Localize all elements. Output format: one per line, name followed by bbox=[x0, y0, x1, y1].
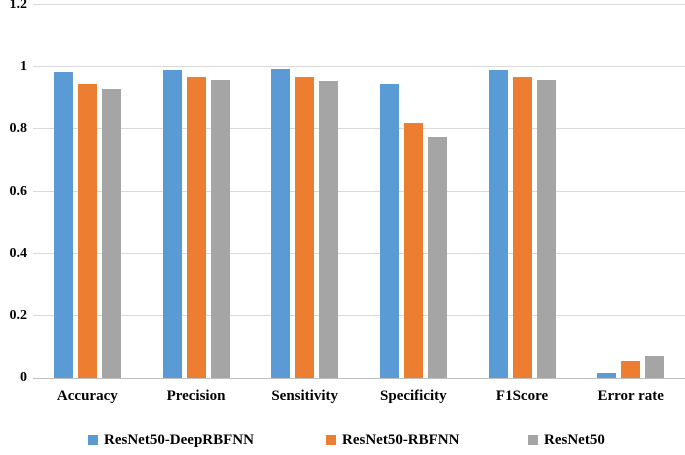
legend-marker-icon bbox=[326, 435, 336, 445]
bar-resnet50-specificity bbox=[427, 137, 447, 378]
bar-resnet50-rbfnn-f1score bbox=[512, 77, 532, 378]
gridline bbox=[33, 128, 685, 130]
bar-resnet50-deeprbfnn-precision bbox=[162, 70, 182, 378]
x-axis-line bbox=[33, 378, 685, 379]
gridline bbox=[33, 66, 685, 68]
bar-resnet50-f1score bbox=[536, 80, 556, 378]
gridline bbox=[33, 252, 685, 254]
legend-label: ResNet50-DeepRBFNN bbox=[104, 432, 254, 448]
gridline bbox=[33, 190, 685, 192]
legend-item: ResNet50-DeepRBFNN bbox=[88, 430, 254, 450]
bar-resnet50-rbfnn-error-rate bbox=[621, 360, 641, 378]
category-label: Specificity bbox=[380, 388, 447, 404]
bar-resnet50-deeprbfnn-f1score bbox=[488, 69, 508, 378]
plot-area bbox=[33, 4, 685, 379]
legend-marker-icon bbox=[528, 435, 538, 445]
y-tick-label: 1.2 bbox=[9, 0, 28, 12]
legend-marker-icon bbox=[88, 435, 98, 445]
bar-resnet50-deeprbfnn-accuracy bbox=[53, 71, 73, 378]
y-tick-label: 0 bbox=[20, 370, 27, 385]
gridline bbox=[33, 4, 685, 5]
x-axis-category-labels: Accuracy Precision Sensitivity Specificity F… bbox=[33, 386, 685, 406]
bar-resnet50-accuracy bbox=[101, 88, 121, 378]
bar-resnet50-rbfnn-sensitivity bbox=[295, 77, 315, 378]
category-label: F1Score bbox=[495, 388, 549, 404]
bar-resnet50-precision bbox=[210, 79, 230, 378]
category-label: Accuracy bbox=[56, 388, 118, 404]
y-tick-label: 0.6 bbox=[9, 183, 28, 199]
bar-resnet50-rbfnn-specificity bbox=[403, 123, 423, 378]
y-tick-label: 0.2 bbox=[9, 307, 28, 323]
gridline bbox=[33, 314, 685, 316]
y-tick-label: 0.8 bbox=[9, 121, 28, 137]
bar-resnet50-deeprbfnn-specificity bbox=[379, 84, 399, 378]
bar-resnet50-sensitivity bbox=[319, 80, 339, 378]
category-label: Error rate bbox=[597, 388, 664, 404]
category-label: Precision bbox=[166, 388, 226, 404]
bar-resnet50-deeprbfnn-error-rate bbox=[597, 373, 617, 378]
bar-resnet50-rbfnn-accuracy bbox=[77, 84, 97, 378]
legend-label: ResNet50 bbox=[544, 432, 605, 448]
bar-resnet50-rbfnn-precision bbox=[186, 76, 206, 378]
bar-resnet50-deeprbfnn-sensitivity bbox=[271, 69, 291, 378]
category-label: Sensitivity bbox=[271, 388, 339, 404]
legend-item: ResNet50 bbox=[528, 430, 605, 450]
bar-resnet50-error-rate bbox=[645, 356, 665, 378]
legend-label: ResNet50-RBFNN bbox=[342, 432, 460, 448]
chart-legend: ResNet50-DeepRBFNN ResNet50-RBFNN ResNet50 bbox=[0, 430, 685, 450]
y-tick-label: 1 bbox=[20, 59, 27, 75]
y-tick-label: 0.4 bbox=[9, 245, 28, 261]
legend-item: ResNet50-RBFNN bbox=[326, 430, 459, 450]
